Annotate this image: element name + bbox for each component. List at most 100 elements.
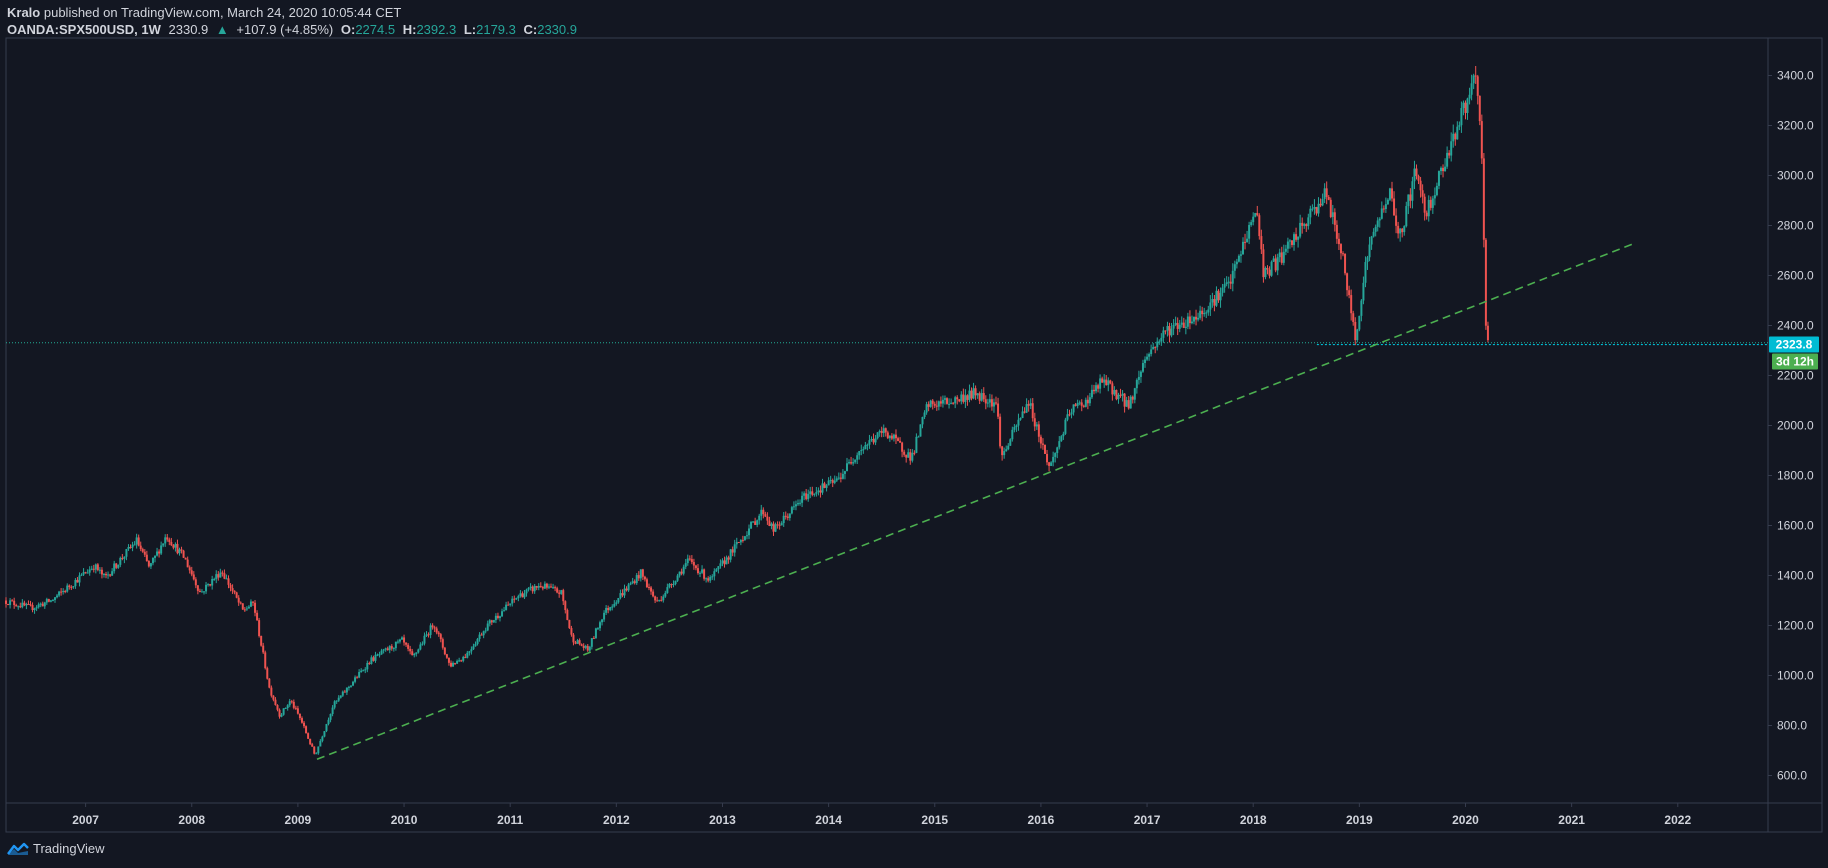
- candle-body: [413, 653, 416, 656]
- candle-body: [1043, 444, 1046, 454]
- candle-body: [452, 662, 455, 667]
- candle-body: [1164, 330, 1167, 332]
- candle-body: [703, 569, 706, 579]
- candle-body: [31, 605, 34, 611]
- candle-body: [1037, 424, 1040, 437]
- candle-body: [1280, 252, 1283, 263]
- price-axis[interactable]: 600.0 800.0 1000.0 1200.0 1400.0 1600.0 1800.0…: [1768, 69, 1814, 783]
- candle-body: [82, 572, 85, 575]
- candle-body: [615, 602, 618, 604]
- candle-body: [935, 405, 938, 407]
- trendline[interactable]: [316, 242, 1636, 760]
- candle-body: [1188, 316, 1191, 324]
- candle-body: [701, 569, 704, 573]
- candle-body: [1435, 185, 1438, 196]
- candle-body: [1425, 212, 1428, 217]
- candle-body: [780, 523, 783, 526]
- x-tick-label: 2018: [1240, 813, 1267, 827]
- candle-body: [378, 654, 381, 656]
- candle-body: [956, 397, 959, 400]
- candle-body: [758, 515, 761, 521]
- candle-body: [1409, 194, 1412, 201]
- candle-body: [186, 559, 189, 568]
- candle-body: [960, 394, 963, 402]
- candle-body: [1429, 199, 1432, 208]
- candle-body: [1456, 126, 1459, 140]
- candle-body: [1172, 324, 1175, 329]
- candle-body: [1431, 198, 1434, 208]
- candle-body: [709, 576, 712, 581]
- candle-body: [176, 543, 179, 554]
- candle-body: [200, 591, 203, 593]
- candle-body: [64, 590, 67, 592]
- candle-body: [1211, 298, 1214, 303]
- candle-body: [950, 402, 953, 404]
- candle-body: [227, 578, 230, 585]
- candle-body: [321, 736, 324, 741]
- candle-body: [1458, 125, 1461, 127]
- candle-body: [66, 585, 69, 592]
- candle-body: [1344, 253, 1347, 274]
- candle-body: [86, 572, 89, 574]
- candle-body: [964, 395, 967, 402]
- candle-body: [952, 402, 955, 404]
- candle-body: [1166, 326, 1169, 331]
- candle-body: [723, 560, 726, 565]
- candle-body: [866, 444, 869, 446]
- candle-body: [735, 542, 738, 545]
- candle-body: [62, 590, 65, 592]
- candle-body: [1297, 236, 1300, 240]
- candle-body: [29, 604, 32, 606]
- candle-body: [507, 604, 510, 606]
- candle-body: [937, 401, 940, 407]
- candle-body: [1486, 325, 1489, 341]
- candle-body: [1111, 383, 1114, 395]
- candle-body: [156, 551, 159, 556]
- candle-body: [303, 722, 306, 727]
- candle-body: [1411, 181, 1414, 201]
- candle-body: [754, 521, 757, 525]
- candle-body: [635, 575, 638, 584]
- candle-body: [1193, 316, 1196, 322]
- candle-body: [582, 645, 585, 648]
- time-axis[interactable]: 2007 2008 2009 2010 2011 2012 2013 2014 2015 2016…: [72, 803, 1691, 827]
- candle-body: [760, 509, 763, 516]
- candle-body: [588, 646, 591, 651]
- candle-body: [1217, 290, 1220, 301]
- candle-body: [1337, 238, 1340, 245]
- candle-body: [715, 569, 718, 572]
- author-name[interactable]: Kralo: [7, 5, 41, 20]
- candle-body: [1362, 282, 1365, 301]
- x-tick-label: 2020: [1452, 813, 1479, 827]
- candle-body: [988, 399, 991, 403]
- candle-body: [897, 438, 900, 441]
- candle-body: [1084, 399, 1087, 407]
- y-tick-label: 1000.0: [1777, 669, 1814, 683]
- candle-body: [770, 523, 773, 526]
- tradingview-brand[interactable]: TradingView: [7, 841, 105, 856]
- candle-body: [217, 574, 220, 578]
- symbol-name: OANDA:SPX500USD, 1W: [7, 22, 161, 37]
- candle-body: [49, 600, 52, 602]
- candle-body: [668, 584, 671, 588]
- candle-body: [764, 514, 767, 517]
- candle-body: [1207, 309, 1210, 313]
- candle-body: [17, 606, 20, 608]
- candle-body: [117, 564, 120, 568]
- candle-body: [296, 708, 299, 714]
- candle-body: [1190, 321, 1193, 324]
- candle-body: [1025, 404, 1028, 413]
- candle-body: [535, 585, 538, 588]
- candle-body: [829, 480, 832, 482]
- candle-body: [1154, 347, 1157, 349]
- candle-body: [966, 395, 969, 400]
- candle-body: [229, 584, 232, 589]
- candle-body: [521, 593, 524, 598]
- candle-body: [372, 657, 375, 661]
- candle-body: [811, 491, 814, 495]
- candle-body: [231, 588, 234, 591]
- candle-body: [554, 587, 557, 589]
- candle-body: [343, 691, 346, 693]
- candle-body: [572, 634, 575, 643]
